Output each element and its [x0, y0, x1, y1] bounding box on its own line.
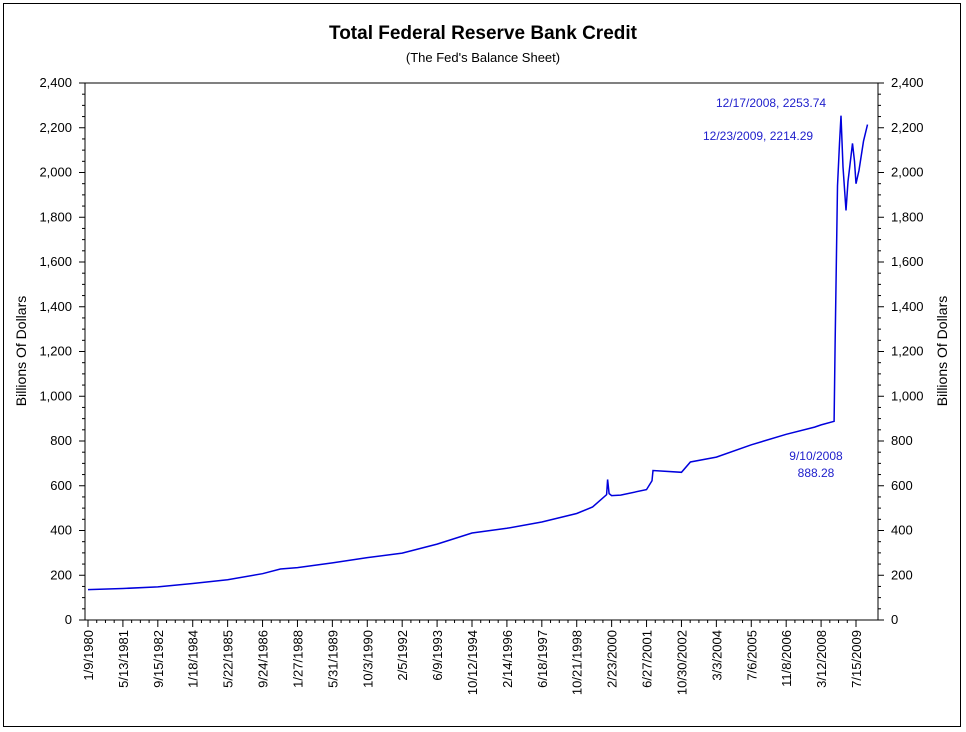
- x-tick-label: 1/18/1984: [186, 630, 201, 688]
- x-tick-label: 9/15/1982: [151, 630, 166, 688]
- y-tick-label-left: 1,200: [39, 344, 72, 359]
- annotation-latest: 12/23/2009, 2214.29: [703, 129, 813, 143]
- x-tick-label: 2/23/2000: [605, 630, 620, 688]
- x-tick-label: 3/12/2008: [814, 630, 829, 688]
- y-axis-title-right: Billions Of Dollars: [934, 296, 950, 406]
- x-tick-label: 10/30/2002: [674, 630, 689, 695]
- y-tick-label-right: 200: [891, 567, 913, 582]
- x-tick-label: 6/9/1993: [430, 630, 445, 681]
- y-tick-label-right: 1,000: [891, 388, 924, 403]
- x-tick-label: 9/24/1986: [256, 630, 271, 688]
- x-tick-label: 6/27/2001: [640, 630, 655, 688]
- y-tick-label-right: 400: [891, 523, 913, 538]
- x-tick-label: 2/5/1992: [395, 630, 410, 681]
- y-axis-title-left: Billions Of Dollars: [13, 296, 29, 406]
- x-tick-label: 10/21/1998: [570, 630, 585, 695]
- y-tick-label-right: 2,200: [891, 120, 924, 135]
- annotation-value-2008: 888.28: [798, 466, 835, 480]
- annotation-date-2008: 9/10/2008: [789, 449, 843, 463]
- y-tick-label-left: 1,600: [39, 254, 72, 269]
- x-tick-label: 10/12/1994: [465, 630, 480, 695]
- series-line: [87, 115, 869, 591]
- y-tick-label-right: 2,400: [891, 75, 924, 90]
- y-tick-label-right: 2,000: [891, 165, 924, 180]
- y-tick-label-right: 1,800: [891, 209, 924, 224]
- y-tick-label-right: 0: [891, 612, 898, 627]
- y-tick-label-left: 2,000: [39, 165, 72, 180]
- y-tick-label-left: 400: [50, 523, 72, 538]
- chart-subtitle: (The Fed's Balance Sheet): [405, 50, 561, 65]
- y-tick-label-left: 1,400: [39, 299, 72, 314]
- y-tick-label-left: 200: [50, 567, 72, 582]
- x-tick-label: 5/31/1989: [325, 630, 340, 688]
- y-tick-label-right: 1,200: [891, 344, 924, 359]
- x-tick-label: 2/14/1996: [500, 630, 515, 688]
- y-tick-label-right: 800: [891, 433, 913, 448]
- x-tick-label: 5/13/1981: [116, 630, 131, 688]
- annotation-peak: 12/17/2008, 2253.74: [716, 96, 826, 110]
- y-tick-label-right: 1,600: [891, 254, 924, 269]
- x-tick-label: 11/8/2006: [779, 630, 794, 687]
- y-tick-label-right: 1,400: [891, 299, 924, 314]
- x-tick-label: 7/15/2009: [849, 630, 864, 688]
- x-tick-label: 10/3/1990: [360, 630, 375, 688]
- y-tick-label-left: 800: [50, 433, 72, 448]
- chart-title: Total Federal Reserve Bank Credit: [329, 23, 637, 44]
- x-tick-label: 6/18/1997: [535, 630, 550, 688]
- x-tick-label: 7/6/2005: [744, 630, 759, 681]
- x-tick-label: 1/9/1980: [81, 630, 96, 681]
- x-tick-label: 5/22/1985: [221, 630, 236, 688]
- x-tick-label: 1/27/1988: [290, 630, 305, 688]
- y-tick-label-left: 0: [65, 612, 72, 627]
- y-tick-label-left: 2,200: [39, 120, 72, 135]
- y-tick-label-right: 600: [891, 478, 913, 493]
- y-tick-label-left: 600: [50, 478, 72, 493]
- y-tick-label-left: 1,800: [39, 209, 72, 224]
- y-tick-label-left: 2,400: [39, 75, 72, 90]
- x-tick-label: 3/3/2004: [709, 630, 724, 681]
- y-tick-label-left: 1,000: [39, 388, 72, 403]
- plot-area: [84, 82, 879, 621]
